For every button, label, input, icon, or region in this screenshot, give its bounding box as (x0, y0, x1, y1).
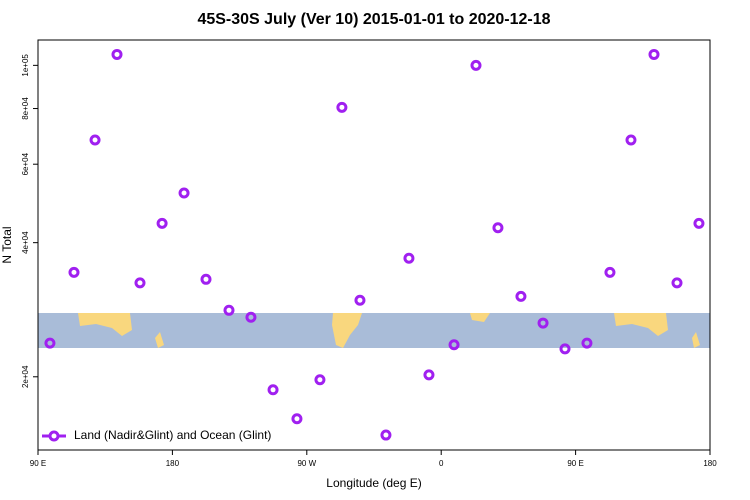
point (314, 374, 326, 386)
plot-frame (37, 39, 711, 451)
point (537, 317, 549, 329)
point (291, 413, 303, 425)
point (354, 294, 366, 306)
point (515, 290, 527, 302)
x-tick-label: 90 E (30, 459, 46, 468)
point (223, 304, 235, 316)
point (380, 429, 392, 441)
point (134, 277, 146, 289)
point (111, 48, 123, 60)
x-axis-label: Longitude (deg E) (326, 476, 421, 490)
point (492, 222, 504, 234)
point (44, 337, 56, 349)
x-tick-label: 90 E (567, 459, 583, 468)
point (68, 266, 80, 278)
point (336, 101, 348, 113)
point (423, 369, 435, 381)
point (178, 187, 190, 199)
x-tick-label: 180 (703, 459, 717, 468)
y-tick-label: 4e+04 (21, 231, 30, 254)
chart-title: 45S-30S July (Ver 10) 2015-01-01 to 2020… (197, 11, 550, 28)
point (267, 384, 279, 396)
y-tick-label: 6e+04 (21, 152, 30, 175)
y-tick-label: 8e+04 (21, 97, 30, 120)
point (581, 337, 593, 349)
legend-marker (48, 430, 60, 442)
map-band (38, 313, 710, 348)
point (693, 217, 705, 229)
point (625, 134, 637, 146)
point (89, 134, 101, 146)
y-tick-label: 2e+04 (21, 365, 30, 388)
point (559, 343, 571, 355)
legend-label: Land (Nadir&Glint) and Ocean (Glint) (74, 428, 271, 442)
point (245, 311, 257, 323)
point (156, 217, 168, 229)
point (648, 48, 660, 60)
point (448, 339, 460, 351)
point (470, 59, 482, 71)
x-tick-label: 0 (439, 459, 444, 468)
x-tick-label: 180 (166, 459, 180, 468)
point (671, 277, 683, 289)
y-axis-label: N Total (0, 226, 14, 263)
x-tick-label: 90 W (297, 459, 316, 468)
y-tick-label: 1e+05 (21, 54, 30, 77)
point (403, 252, 415, 264)
point (604, 266, 616, 278)
point (200, 273, 212, 285)
